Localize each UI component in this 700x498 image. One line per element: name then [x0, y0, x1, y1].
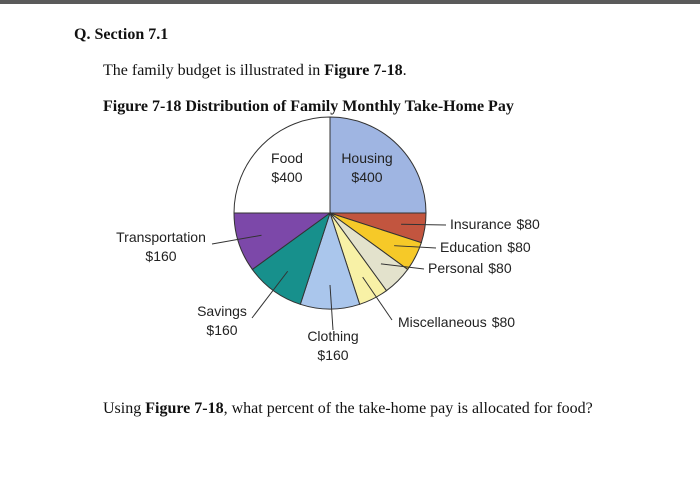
slice-value-label: $160 [145, 248, 176, 264]
slice-value-label: $80 [488, 260, 512, 276]
slice-value-label: $400 [351, 169, 382, 185]
leader-line [362, 276, 393, 321]
question: Using Figure 7-18, what percent of the t… [103, 400, 593, 417]
slice-label: Savings [197, 303, 247, 319]
figure-ref: Figure 7-18 [145, 400, 223, 417]
intro-text: The family budget is illustrated in [103, 62, 324, 79]
slice-label: Housing [341, 150, 392, 166]
leader-line [329, 284, 334, 331]
question-text: Using [103, 400, 145, 417]
heading: Q. Section 7.1 [74, 26, 168, 43]
slice-label: Food [271, 150, 303, 166]
figure-ref: Figure 7-18 [324, 62, 402, 79]
pie-slice [329, 116, 427, 214]
slice-value-label: $80 [492, 314, 516, 330]
slice-label: Miscellaneous [398, 314, 487, 330]
slice-label: Insurance [450, 216, 512, 232]
slice-label-group: Miscellaneous $80 [398, 314, 515, 330]
slice-value-label: $400 [271, 169, 302, 185]
leader-line [380, 263, 425, 270]
intro-text: . [403, 62, 407, 79]
question-text: , what percent of the take-home pay is a… [224, 400, 593, 417]
figure-title: Figure 7-18 Distribution of Family Month… [103, 98, 514, 115]
slice-label: Personal [428, 260, 483, 276]
leader-line [211, 234, 262, 245]
slice-label: Education [440, 239, 502, 255]
leader-line [401, 223, 447, 226]
pie-slice [233, 116, 331, 214]
intro: The family budget is illustrated in Figu… [103, 62, 407, 79]
leader-line [251, 270, 289, 319]
slice-label: Clothing [307, 328, 358, 344]
slice-value-label: $80 [516, 216, 540, 232]
leader-line [394, 245, 437, 249]
slice-label: Transportation [116, 229, 206, 245]
slice-label-group: Personal $80 [428, 260, 512, 276]
slice-value-label: $160 [206, 322, 237, 338]
slice-value-label: $80 [507, 239, 531, 255]
slice-label-group: Education $80 [440, 239, 531, 255]
top-border [0, 0, 700, 4]
slice-value-label: $160 [317, 347, 348, 363]
slice-label-group: Insurance $80 [450, 216, 540, 232]
